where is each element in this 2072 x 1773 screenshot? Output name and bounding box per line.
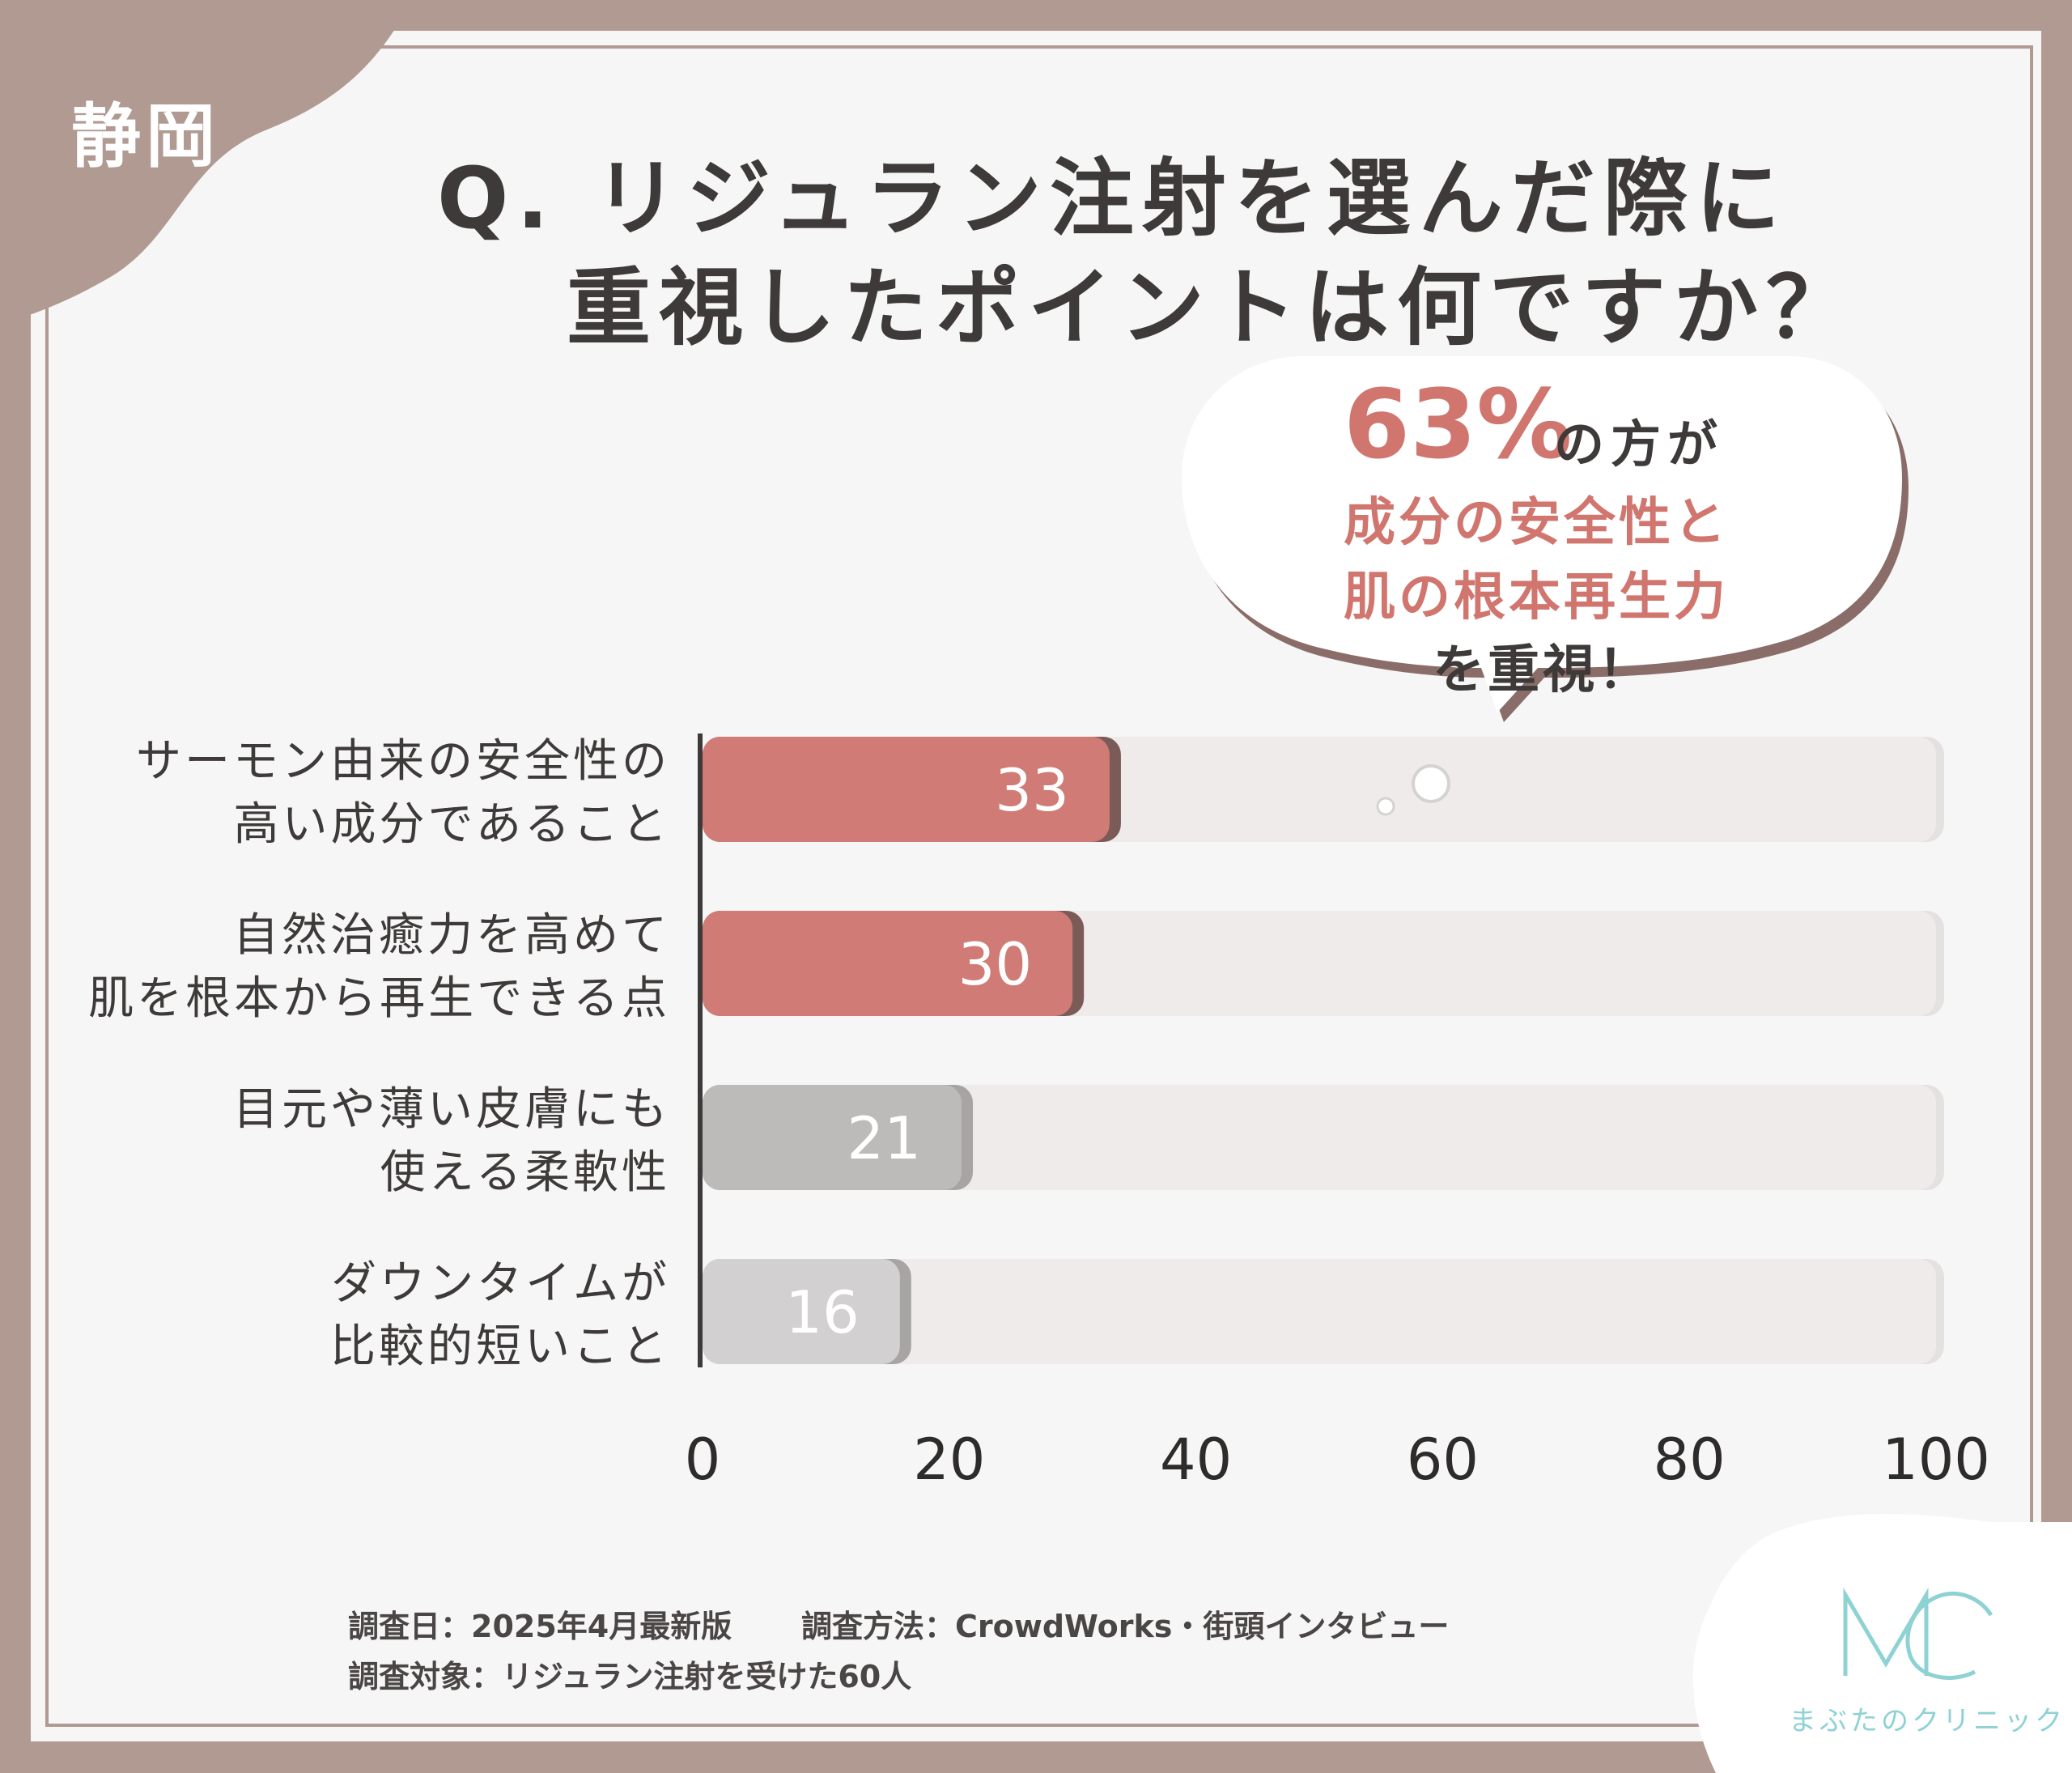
card-border: [45, 45, 2033, 1727]
x-tick-label: 40: [1160, 1426, 1233, 1493]
speech-bubble: [1182, 356, 1909, 722]
clinic-name: まぶたのクリニック: [1789, 1705, 2066, 1737]
callout-percent: 63%: [1344, 368, 1573, 480]
question-title-line-1: Q. リジュラン注射を選んだ際に: [437, 149, 1788, 248]
droplet-small: [1376, 797, 1395, 816]
region-label: 静岡: [71, 96, 220, 177]
bar: [703, 911, 1073, 1016]
callout-highlight-line-1: 成分の安全性と: [1344, 493, 1729, 553]
clinic-logo-mark: [1843, 1587, 1993, 1680]
bar-value-label: 16: [785, 1278, 860, 1346]
survey-date: 調査日：2025年4月最新版: [348, 1609, 732, 1644]
bar-value-label: 30: [958, 930, 1033, 998]
callout-suffix: の方が: [1554, 415, 1725, 474]
logo-background: [1692, 1514, 2072, 1773]
bar-track: [703, 1259, 1936, 1364]
bar-value-label: 33: [995, 756, 1069, 824]
x-tick-label: 100: [1882, 1426, 1990, 1493]
survey-method: 調査方法：CrowdWorks・街頭インタビュー: [801, 1609, 1450, 1644]
bar: [703, 1085, 962, 1190]
question-title-line-2: 重視したポイントは何ですか？: [567, 258, 1859, 357]
survey-target: 調査対象：リジュラン注射を受けた60人: [348, 1659, 912, 1694]
category-label: サーモン由来の安全性の 高い成分であること: [136, 735, 670, 851]
x-tick-label: 20: [913, 1426, 986, 1493]
bar-value-label: 21: [847, 1104, 921, 1172]
x-tick-label: 80: [1653, 1426, 1726, 1493]
x-tick-label: 0: [684, 1426, 721, 1493]
corner-decoration: [0, 0, 413, 324]
callout-highlight-line-2: 肌の根本再生力: [1344, 568, 1729, 627]
bar: [703, 1259, 900, 1364]
bar-track: [703, 1085, 1936, 1190]
bar: [703, 737, 1110, 842]
x-tick-label: 60: [1406, 1426, 1479, 1493]
category-label: 目元や薄い皮膚にも 使える柔軟性: [233, 1083, 670, 1199]
card-background: [31, 31, 2041, 1741]
y-axis-line: [698, 733, 703, 1367]
category-label: ダウンタイムが 比較的短いこと: [330, 1257, 670, 1373]
droplet-large: [1412, 764, 1450, 803]
category-label: 自然治癒力を高めて 肌を根本から再生できる点: [88, 909, 670, 1025]
callout-tail: を重視！: [1433, 640, 1653, 700]
